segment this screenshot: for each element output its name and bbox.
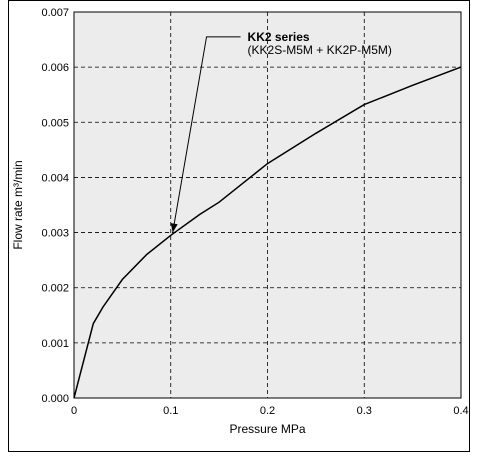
y-tick-label: 0.002: [41, 283, 69, 295]
y-tick-label: 0.005: [41, 117, 69, 129]
y-tick-label: 0.007: [41, 7, 69, 19]
y-tick-labels: 0.000 0.001 0.002 0.003 0.004 0.005 0.006 0.007: [41, 7, 69, 405]
annotation-title: KK2 series: [248, 30, 310, 44]
x-tick-label: 0.2: [260, 405, 275, 417]
x-tick-label: 0.1: [163, 405, 178, 417]
annotation-subtitle: (KK2S-M5M + KK2P-M5M): [248, 43, 392, 57]
y-tick-label: 0.000: [41, 393, 69, 405]
y-tick-label: 0.001: [41, 338, 69, 350]
grid-lines: [74, 12, 461, 398]
y-axis-label: Flow rate m³/min: [11, 160, 25, 249]
series-line-kk2: [73, 66, 462, 399]
y-tick-label: 0.006: [41, 62, 69, 74]
x-tick-label: 0.4: [453, 405, 468, 417]
x-tick-label: 0: [71, 405, 77, 417]
annotation-leader-line: [172, 36, 241, 233]
y-tick-label: 0.004: [41, 172, 69, 184]
x-axis-label: Pressure MPa: [229, 422, 305, 436]
y-tick-label: 0.003: [41, 228, 69, 240]
annotation-arrowhead: [170, 223, 178, 233]
x-tick-labels: 0 0.1 0.2 0.3 0.4: [71, 405, 469, 417]
x-tick-label: 0.3: [357, 405, 372, 417]
